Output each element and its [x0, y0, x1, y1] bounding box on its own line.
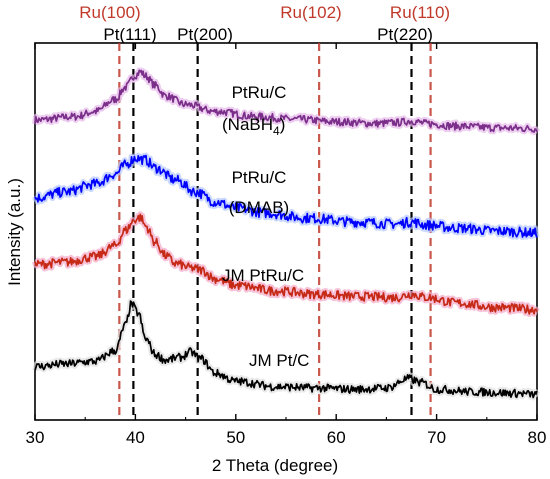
reference-label-pt111: Pt(111) — [103, 25, 156, 44]
series-ptru-c-nabh4- — [32, 67, 540, 136]
y-axis-label: Intensity (a.u.) — [5, 178, 24, 286]
x-tick-label: 50 — [226, 428, 245, 447]
series-label-ptru-c-dmab-line2: (DMAB) — [229, 198, 289, 217]
series-label-jm-ptru-c: JM PtRu/C — [222, 266, 304, 285]
x-axis-label: 2 Theta (degree) — [212, 456, 338, 475]
reference-label-ru100: Ru(100) — [79, 3, 140, 22]
series-label-ptru-c-nabh4-line2: (NaBH4) — [222, 115, 285, 138]
series-line — [34, 69, 538, 133]
series-label-ptru-c-nabh4-line1: PtRu/C — [232, 83, 287, 102]
series-line — [34, 213, 538, 315]
series-line — [34, 154, 538, 238]
series-ptru-c-dmab- — [32, 152, 540, 241]
reference-label-pt200: Pt(200) — [177, 25, 233, 44]
series-label-jm-pt-c: JM Pt/C — [249, 351, 309, 370]
x-tick-label: 30 — [26, 428, 45, 447]
x-tick-label: 40 — [126, 428, 145, 447]
x-tick-label: 60 — [327, 428, 346, 447]
series-jm-ptru-c — [32, 211, 540, 317]
x-tick-label: 70 — [427, 428, 446, 447]
series-label-ptru-c-dmab-line1: PtRu/C — [232, 168, 287, 187]
series-line — [34, 300, 538, 399]
reference-label-ru110: Ru(110) — [390, 3, 450, 22]
x-tick-label: 80 — [528, 428, 547, 447]
series-jm-pt-c — [32, 298, 540, 401]
reference-label-ru102: Ru(102) — [280, 3, 341, 22]
reference-label-pt220: Pt(220) — [377, 25, 433, 44]
